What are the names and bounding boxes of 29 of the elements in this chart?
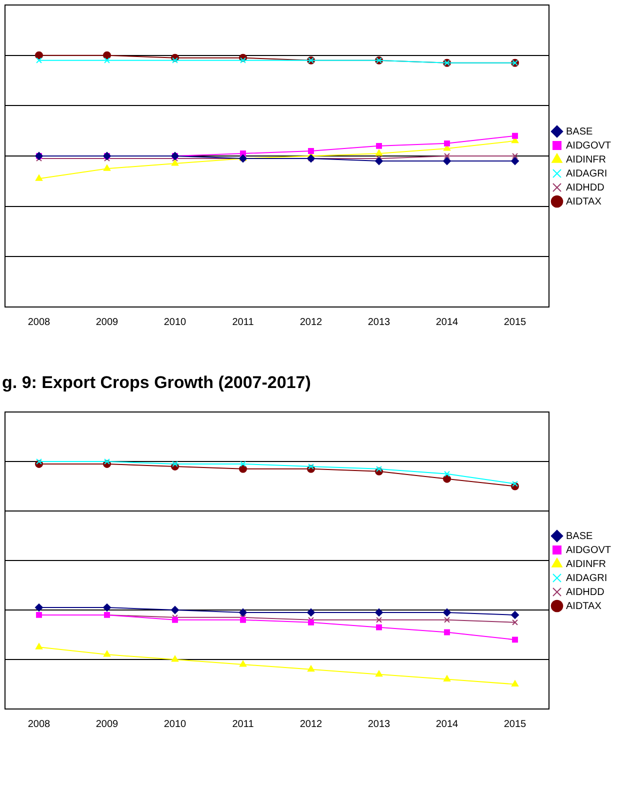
legend-label: AIDTAX: [566, 196, 602, 208]
x-tick-label: 2010: [164, 316, 187, 328]
legend-label: BASE: [566, 530, 594, 542]
x-tick-label: 2014: [436, 718, 459, 730]
legend-label: AIDTAX: [566, 600, 602, 612]
chart-title: g. 9: Export Crops Growth (2007-2017): [2, 373, 312, 394]
x-tick-label: 2015: [504, 316, 527, 328]
legend-label: AIDINFR: [566, 154, 606, 166]
x-tick-label: 2015: [504, 718, 527, 730]
legend-label: AIDAGRI: [566, 168, 608, 180]
legend-label: AIDGOVT: [566, 544, 612, 556]
x-tick-label: 2013: [368, 316, 391, 328]
x-tick-label: 2008: [28, 718, 51, 730]
x-tick-label: 2011: [232, 316, 254, 328]
legend-label: AIDHDD: [566, 182, 604, 194]
x-tick-label: 2013: [368, 718, 391, 730]
x-tick-label: 2012: [300, 316, 323, 328]
x-tick-label: 2009: [96, 718, 119, 730]
x-tick-label: 2014: [436, 316, 459, 328]
legend-label: AIDINFR: [566, 558, 606, 570]
x-tick-label: 2009: [96, 316, 119, 328]
legend-label: BASE: [566, 126, 594, 138]
x-tick-label: 2010: [164, 718, 187, 730]
legend-label: AIDGOVT: [566, 140, 612, 152]
legend-label: AIDAGRI: [566, 572, 608, 584]
x-tick-label: 2012: [300, 718, 323, 730]
legend-label: AIDHDD: [566, 586, 604, 598]
x-tick-label: 2008: [28, 316, 51, 328]
x-tick-label: 2011: [232, 718, 254, 730]
